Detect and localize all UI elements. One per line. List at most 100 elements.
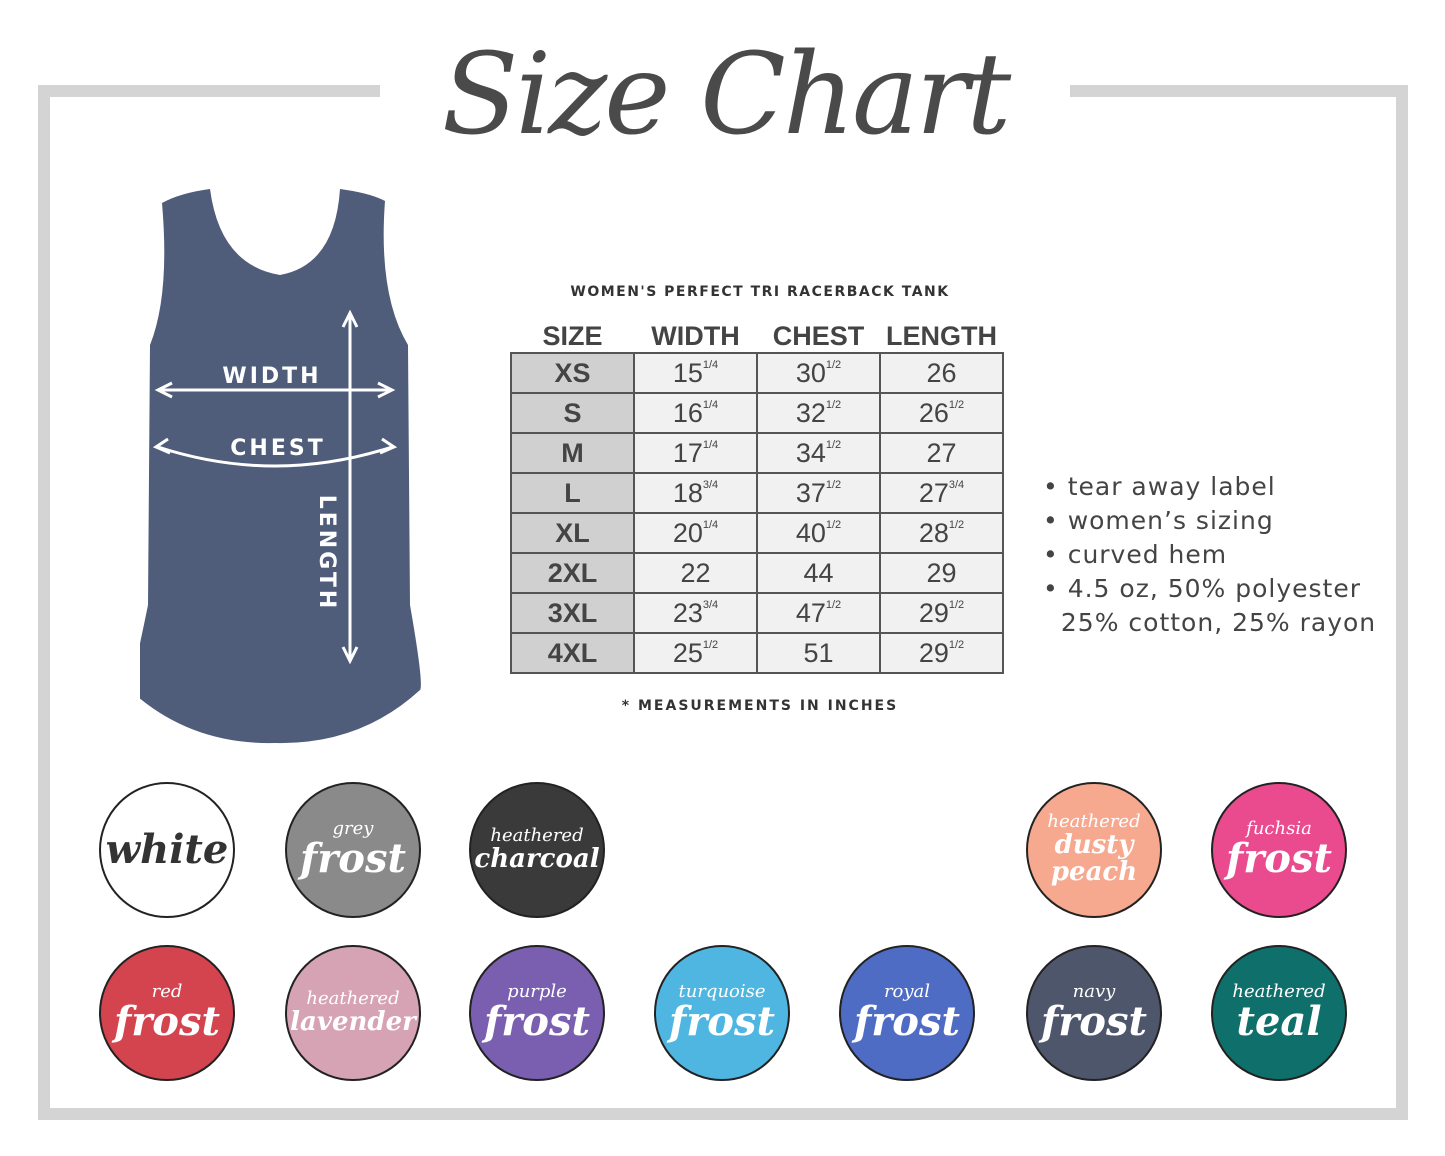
width-fraction: 1/4 xyxy=(702,438,719,451)
color-name-main: charcoal xyxy=(474,843,600,874)
color-name-top: heathered xyxy=(306,987,400,1009)
feature-item: • curved hem xyxy=(1043,540,1228,569)
width-value: 20 xyxy=(672,517,703,548)
width-label: WIDTH xyxy=(222,364,321,389)
chest-arrow xyxy=(157,445,393,468)
chest-fraction: 1/2 xyxy=(825,438,842,451)
length-cell: 29 xyxy=(879,552,1004,594)
color-swatch[interactable] xyxy=(654,782,790,918)
chest-value: 51 xyxy=(803,637,834,668)
feature-item: • tear away label xyxy=(1043,472,1276,501)
color-name-top: red xyxy=(151,980,183,1002)
chest-cell: 51 xyxy=(756,632,881,674)
width-fraction: 1/4 xyxy=(702,398,719,411)
color-swatch[interactable]: heathered lavender xyxy=(285,945,421,1081)
length-value: 27 xyxy=(918,477,949,508)
length-value: 29 xyxy=(918,637,949,668)
table-row: 2XL 22 44 29 xyxy=(510,552,1004,594)
width-fraction: 1/4 xyxy=(702,518,719,531)
width-value: 18 xyxy=(672,477,703,508)
width-value: 23 xyxy=(672,597,703,628)
color-swatch[interactable]: heathered teal xyxy=(1211,945,1347,1081)
length-value: 26 xyxy=(926,357,957,388)
column-header: SIZE xyxy=(542,321,603,351)
chest-fraction: 1/2 xyxy=(825,398,842,411)
color-name-main: frost xyxy=(300,835,406,883)
width-value: 15 xyxy=(672,357,703,388)
color-name-top: navy xyxy=(1072,980,1116,1002)
chest-fraction: 1/2 xyxy=(825,358,842,371)
color-name-top: heathered xyxy=(1232,980,1326,1002)
color-name-main: frost xyxy=(854,998,960,1046)
table-row: XL 201/4 401/2 281/2 xyxy=(510,512,1004,554)
color-name-main: lavender xyxy=(290,1006,416,1037)
length-cell: 291/2 xyxy=(879,632,1004,674)
color-name-main: white xyxy=(105,826,229,873)
feature-item: 25% cotton, 25% rayon xyxy=(1043,608,1377,637)
color-name-top: fuchsia xyxy=(1246,817,1312,839)
color-swatch[interactable]: turquoise frost xyxy=(654,945,790,1081)
chest-value: 37 xyxy=(795,477,826,508)
chest-fraction: 1/2 xyxy=(825,478,842,491)
size-table: SIZE WIDTH CHEST LENGTH XS 151/4 301/2 26 S 161/… xyxy=(510,318,1004,674)
length-cell: 281/2 xyxy=(879,512,1004,554)
color-swatch[interactable]: navy frost xyxy=(1026,945,1162,1081)
size-cell: XL xyxy=(510,512,635,554)
color-swatch[interactable]: white xyxy=(99,782,235,918)
size-cell: L xyxy=(510,472,635,514)
width-cell: 233/4 xyxy=(633,592,758,634)
width-cell: 171/4 xyxy=(633,432,758,474)
color-name-main: teal xyxy=(1236,998,1322,1046)
color-swatch[interactable] xyxy=(839,782,975,918)
color-swatch[interactable]: heathered dusty peach xyxy=(1026,782,1162,918)
column-header: LENGTH xyxy=(886,321,997,351)
title-backdrop xyxy=(380,70,1070,110)
length-cell: 27 xyxy=(879,432,1004,474)
feature-item: • women’s sizing xyxy=(1043,506,1274,535)
chest-fraction: 1/2 xyxy=(825,598,842,611)
tank-diagram: WIDTH CHEST LENGTH xyxy=(140,189,421,744)
table-row: 4XL 251/2 51 291/2 xyxy=(510,632,1004,674)
length-cell: 291/2 xyxy=(879,592,1004,634)
length-value: 29 xyxy=(918,597,949,628)
color-name-main: frost xyxy=(114,998,220,1046)
color-name-top: purple xyxy=(507,980,567,1002)
color-name-main: frost xyxy=(669,998,775,1046)
width-value: 22 xyxy=(680,557,711,588)
width-cell: 251/2 xyxy=(633,632,758,674)
chest-fraction: 1/2 xyxy=(825,518,842,531)
measurements-note: * MEASUREMENTS IN INCHES xyxy=(621,698,899,714)
length-value: 26 xyxy=(918,397,949,428)
table-row: M 171/4 341/2 27 xyxy=(510,432,1004,474)
width-value: 17 xyxy=(672,437,703,468)
chest-value: 34 xyxy=(795,437,826,468)
color-swatch[interactable]: purple frost xyxy=(469,945,605,1081)
color-name-top: heathered xyxy=(490,824,584,846)
chest-cell: 341/2 xyxy=(756,432,881,474)
column-header: WIDTH xyxy=(651,321,740,351)
width-value: 25 xyxy=(672,637,703,668)
chest-value: 30 xyxy=(795,357,826,388)
column-header: CHEST xyxy=(772,321,865,351)
color-name-main: frost xyxy=(484,998,590,1046)
color-name-main: frost xyxy=(1226,835,1332,883)
width-cell: 161/4 xyxy=(633,392,758,434)
color-swatch[interactable]: heathered charcoal xyxy=(469,782,605,918)
color-name-main: frost xyxy=(1041,998,1147,1046)
color-name-top: grey xyxy=(332,817,374,839)
length-cell: 26 xyxy=(879,352,1004,394)
color-swatch[interactable]: red frost xyxy=(99,945,235,1081)
color-swatch[interactable]: royal frost xyxy=(839,945,975,1081)
width-fraction: 3/4 xyxy=(702,598,719,611)
chest-cell: 301/2 xyxy=(756,352,881,394)
length-value: 28 xyxy=(918,517,949,548)
table-row: S 161/4 321/2 261/2 xyxy=(510,392,1004,434)
length-fraction: 1/2 xyxy=(948,638,965,651)
color-name-main: dusty peach xyxy=(1050,830,1138,888)
color-swatch[interactable]: grey frost xyxy=(285,782,421,918)
chest-value: 44 xyxy=(803,557,834,588)
width-fraction: 3/4 xyxy=(702,478,719,491)
product-subtitle: WOMEN'S PERFECT TRI RACERBACK TANK xyxy=(570,284,950,300)
color-swatch[interactable]: fuchsia frost xyxy=(1211,782,1347,918)
